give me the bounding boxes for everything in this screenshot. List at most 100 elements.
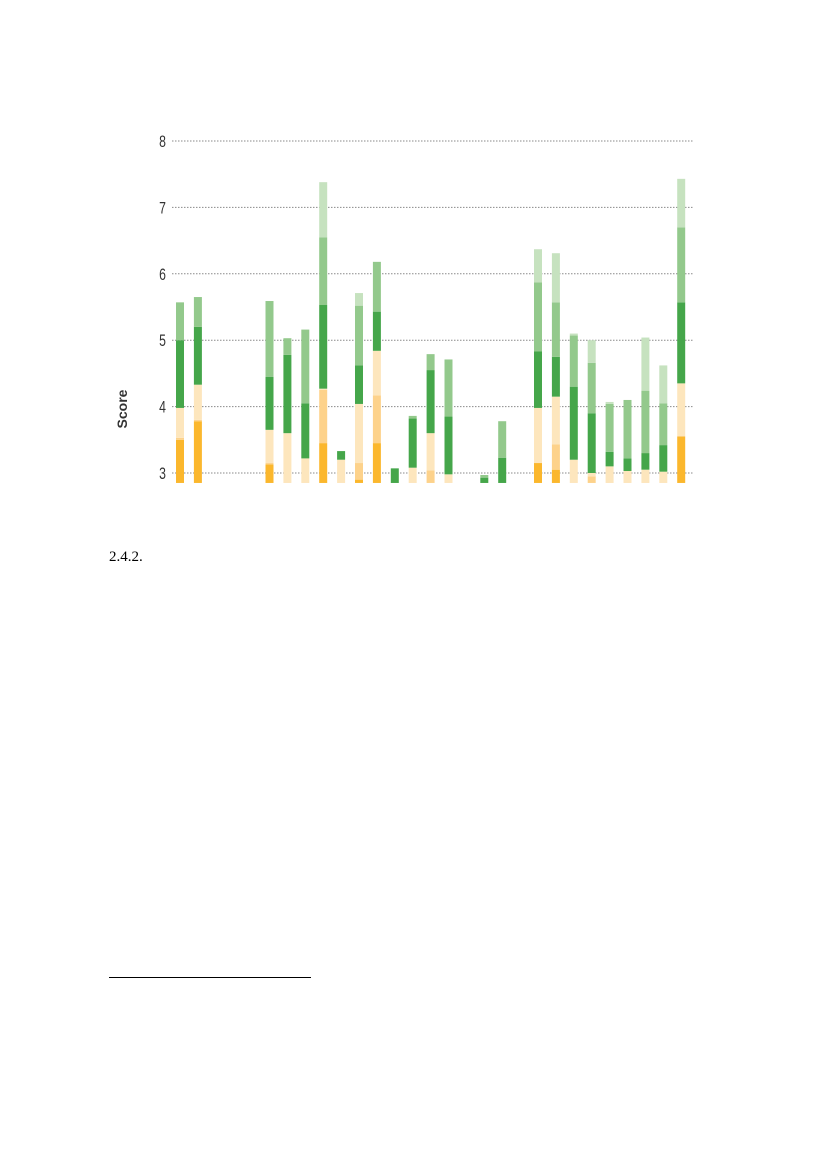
bar-12-segment-4 [372, 311, 381, 351]
bar-16-segment-5 [444, 359, 453, 417]
footnote-separator [109, 977, 311, 978]
bar-29-segment-6 [677, 178, 686, 228]
y-tick-label-4: 4 [159, 399, 166, 417]
bar-24-segment-4 [587, 413, 596, 473]
bar-19-segment-4 [498, 457, 507, 483]
bar-12-segment-5 [372, 261, 381, 312]
bar-19-segment-5 [498, 421, 507, 458]
bar-28-segment-6 [659, 365, 668, 404]
bar-27-segment-4 [641, 453, 650, 470]
bar-28-segment-4 [659, 445, 668, 472]
bar-10-segment-3 [337, 459, 346, 483]
bar-2-segment-4 [193, 326, 202, 385]
bar-21-segment-3 [534, 407, 542, 464]
bar-9-segment-3 [319, 388, 328, 390]
bar-11-segment-2 [355, 463, 363, 480]
bar-12-segment-1 [372, 443, 381, 483]
bar-29-segment-3 [677, 383, 686, 437]
bar-28-segment-3 [659, 471, 668, 483]
bar-2-segment-3 [193, 384, 202, 420]
section-number: 2.4.2. [109, 549, 143, 565]
bar-12-segment-2 [372, 395, 381, 444]
y-tick-label-6: 6 [159, 266, 166, 284]
bar-25-segment-5 [605, 403, 614, 452]
bar-27-segment-3 [641, 469, 650, 483]
bar-22-segment-1 [551, 469, 560, 483]
bar-15-segment-4 [426, 370, 435, 434]
y-tick-label-5: 5 [159, 332, 166, 350]
bar-6-segment-1 [265, 464, 274, 483]
bar-24-segment-2 [587, 476, 596, 483]
bar-1-segment-2 [176, 437, 184, 440]
y-tick-labels: 3 4 5 6 7 8 [159, 133, 166, 483]
bar-2-segment-1 [193, 421, 202, 483]
bar-26-segment-4 [623, 458, 632, 472]
stacked-bar-chart: 3 4 5 6 7 8 Score [114, 133, 694, 484]
bar-7-segment-5 [283, 338, 292, 355]
bars [176, 178, 686, 483]
bar-24-segment-6 [587, 340, 596, 363]
y-tick-label-7: 7 [159, 200, 166, 218]
bar-9-segment-6 [319, 182, 328, 238]
bar-7-segment-4 [283, 354, 292, 434]
bar-25-segment-3 [605, 466, 614, 483]
bar-6-segment-3 [265, 429, 274, 464]
bar-25-segment-6 [605, 401, 614, 404]
bar-14-segment-4 [408, 418, 417, 468]
bar-22-segment-6 [551, 253, 560, 303]
bar-25-segment-4 [605, 451, 614, 467]
bar-18-segment-4 [480, 477, 489, 483]
bar-10-segment-4 [337, 451, 346, 460]
bar-7-segment-3 [283, 433, 292, 483]
bar-11-segment-6 [355, 293, 363, 306]
bar-22-segment-5 [551, 302, 560, 357]
bar-18-segment-5 [480, 474, 489, 478]
bar-21-segment-6 [534, 249, 542, 283]
bar-15-segment-2 [426, 470, 435, 483]
bar-14-segment-5 [408, 415, 417, 419]
bar-12-segment-3 [372, 350, 381, 396]
bar-22-segment-3 [551, 396, 560, 445]
bar-1-segment-5 [176, 302, 184, 341]
bar-16-segment-3 [444, 474, 453, 483]
bar-23-segment-3 [569, 459, 578, 483]
bar-1-segment-4 [176, 340, 184, 408]
bar-16-segment-4 [444, 416, 453, 475]
bar-9-segment-4 [319, 305, 328, 389]
bar-9-segment-5 [319, 237, 328, 306]
y-tick-label-8: 8 [159, 133, 166, 151]
bar-11-segment-5 [355, 305, 363, 366]
bar-29-segment-1 [677, 436, 686, 483]
bar-1-segment-3 [176, 407, 184, 438]
bar-23-segment-6 [569, 333, 578, 336]
y-tick-label-3: 3 [159, 465, 166, 483]
bar-11-segment-3 [355, 403, 363, 464]
bar-15-segment-5 [426, 354, 435, 371]
bar-2-segment-2 [193, 419, 202, 422]
bar-22-segment-2 [551, 444, 560, 470]
bar-27-segment-5 [641, 390, 650, 454]
bar-13-segment-4 [390, 468, 399, 483]
bar-9-segment-1 [319, 443, 328, 483]
bar-8-segment-3 [301, 458, 310, 483]
bar-9-segment-2 [319, 390, 328, 444]
bar-29-segment-4 [677, 302, 686, 384]
bar-21-segment-1 [534, 463, 542, 483]
bar-6-segment-5 [265, 301, 274, 377]
bar-6-segment-2 [265, 463, 274, 465]
bar-23-segment-4 [569, 386, 578, 460]
bar-11-segment-4 [355, 365, 363, 404]
bar-8-segment-4 [301, 403, 310, 459]
bar-24-segment-5 [587, 362, 596, 414]
bar-15-segment-3 [426, 433, 435, 471]
bar-1-segment-1 [176, 439, 184, 483]
bar-8-segment-5 [301, 329, 310, 404]
bar-27-segment-6 [641, 337, 650, 391]
bar-21-segment-5 [534, 282, 542, 352]
bar-26-segment-5 [623, 399, 632, 459]
bar-29-segment-5 [677, 227, 686, 303]
bar-2-segment-5 [193, 297, 202, 327]
bar-24-segment-3 [587, 473, 596, 477]
bar-26-segment-3 [623, 471, 632, 483]
bar-21-segment-4 [534, 351, 542, 408]
